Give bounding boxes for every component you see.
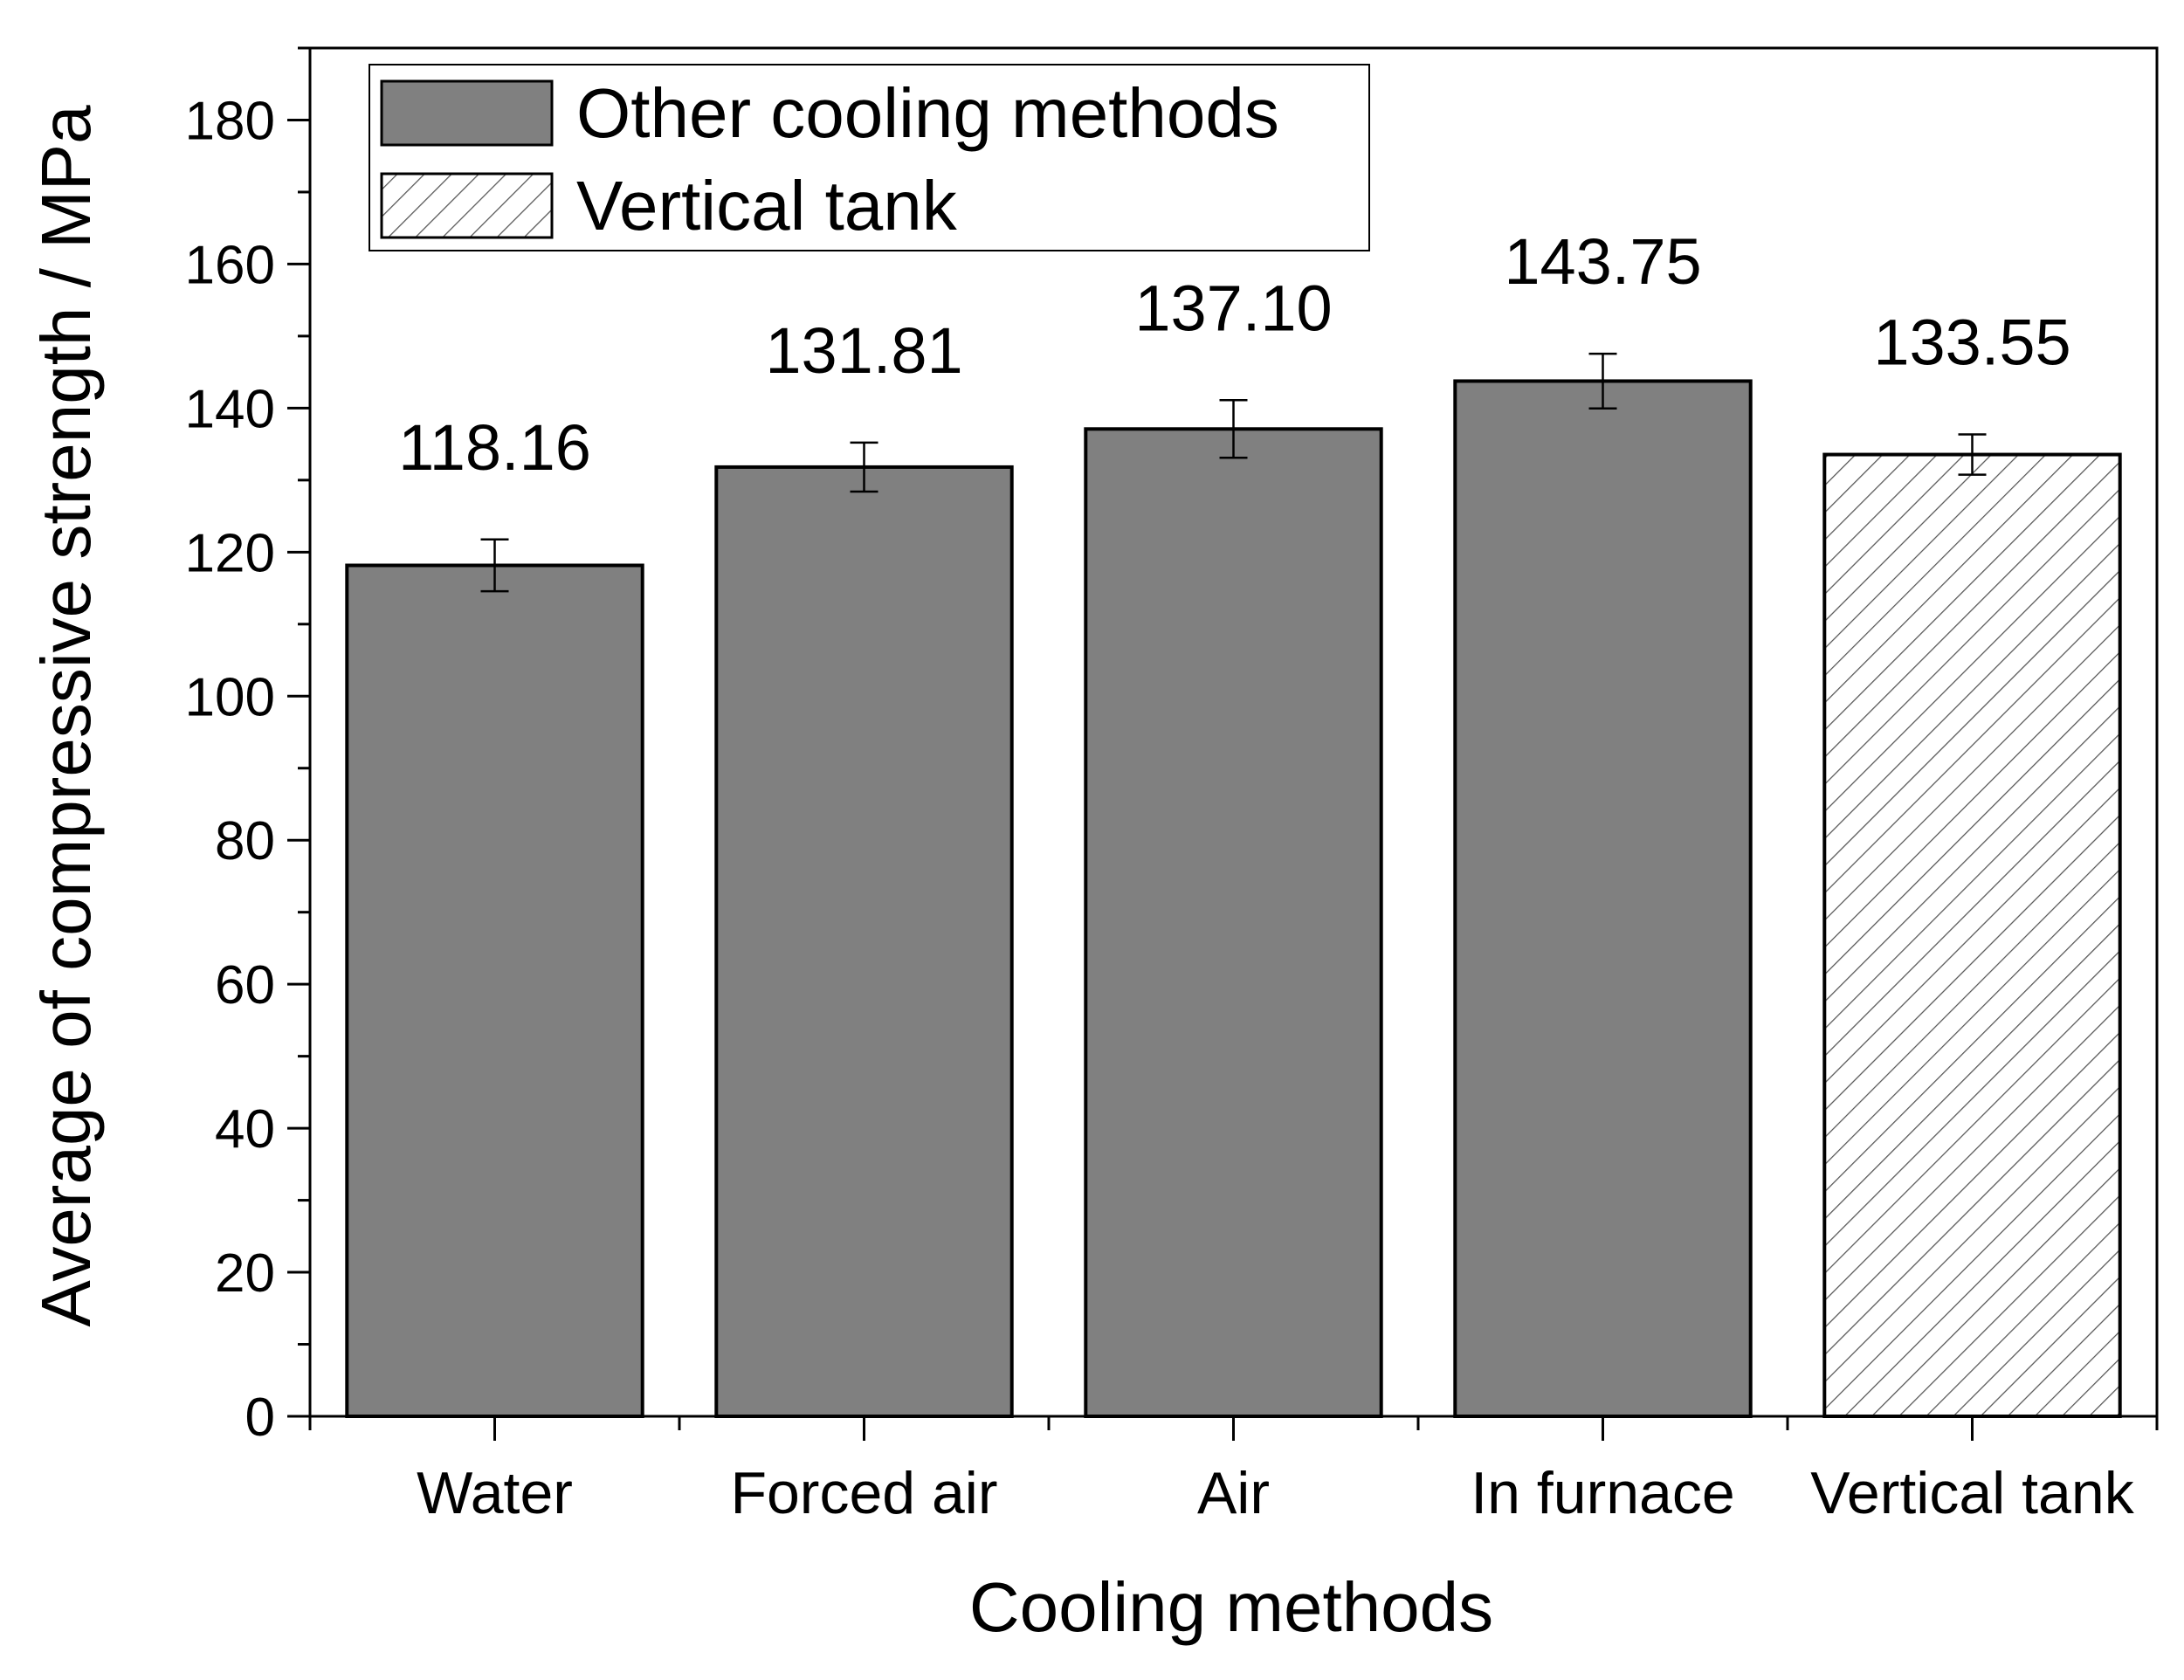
y-tick-label: 100 (185, 667, 275, 727)
y-tick-label: 80 (215, 811, 275, 871)
y-axis-title: Average of compressive strength / MPa (27, 105, 105, 1327)
x-category-label: Water (417, 1460, 573, 1526)
x-axis-title: Cooling methods (969, 1568, 1493, 1646)
bar (345, 563, 644, 1418)
y-tick-label: 120 (185, 523, 275, 583)
y-tick-label: 0 (245, 1387, 275, 1448)
x-category-label: In furnace (1471, 1460, 1734, 1526)
data-label: 143.75 (1504, 225, 1701, 298)
legend-label-other-cooling-methods: Other cooling methods (576, 74, 1279, 152)
legend-swatch-other-cooling-methods (380, 79, 554, 147)
bar (714, 465, 1014, 1418)
data-label: 137.10 (1134, 272, 1332, 344)
y-tick-label: 160 (185, 235, 275, 295)
bar (1084, 427, 1383, 1419)
legend-label-vertical-tank: Vertical tank (576, 167, 958, 244)
data-label: 131.81 (765, 314, 962, 387)
x-category-label: Air (1197, 1460, 1270, 1526)
bar (1453, 379, 1753, 1418)
data-label: 118.16 (398, 411, 591, 484)
y-tick-label: 60 (215, 955, 275, 1016)
y-axis: 0 20 40 60 80 100 120 140 160 180 (185, 46, 310, 1448)
bars: 118.16 131.81 137.10 143.75 133.55 (345, 225, 2122, 1419)
y-tick-label: 40 (215, 1099, 275, 1160)
data-label: 133.55 (1873, 306, 2070, 378)
x-category-label: Vertical tank (1810, 1460, 2134, 1526)
legend: Other cooling methods Vertical tank (369, 64, 1370, 251)
y-tick-label: 140 (185, 379, 275, 439)
bar-vertical-tank (1822, 452, 2122, 1418)
y-tick-label: 180 (185, 91, 275, 151)
y-tick-label: 20 (215, 1243, 275, 1304)
x-axis: Water Forced air Air In furnace Vertical tan… (308, 1416, 2159, 1526)
x-category-label: Forced air (730, 1460, 997, 1526)
legend-swatch-vertical-tank (380, 172, 554, 239)
